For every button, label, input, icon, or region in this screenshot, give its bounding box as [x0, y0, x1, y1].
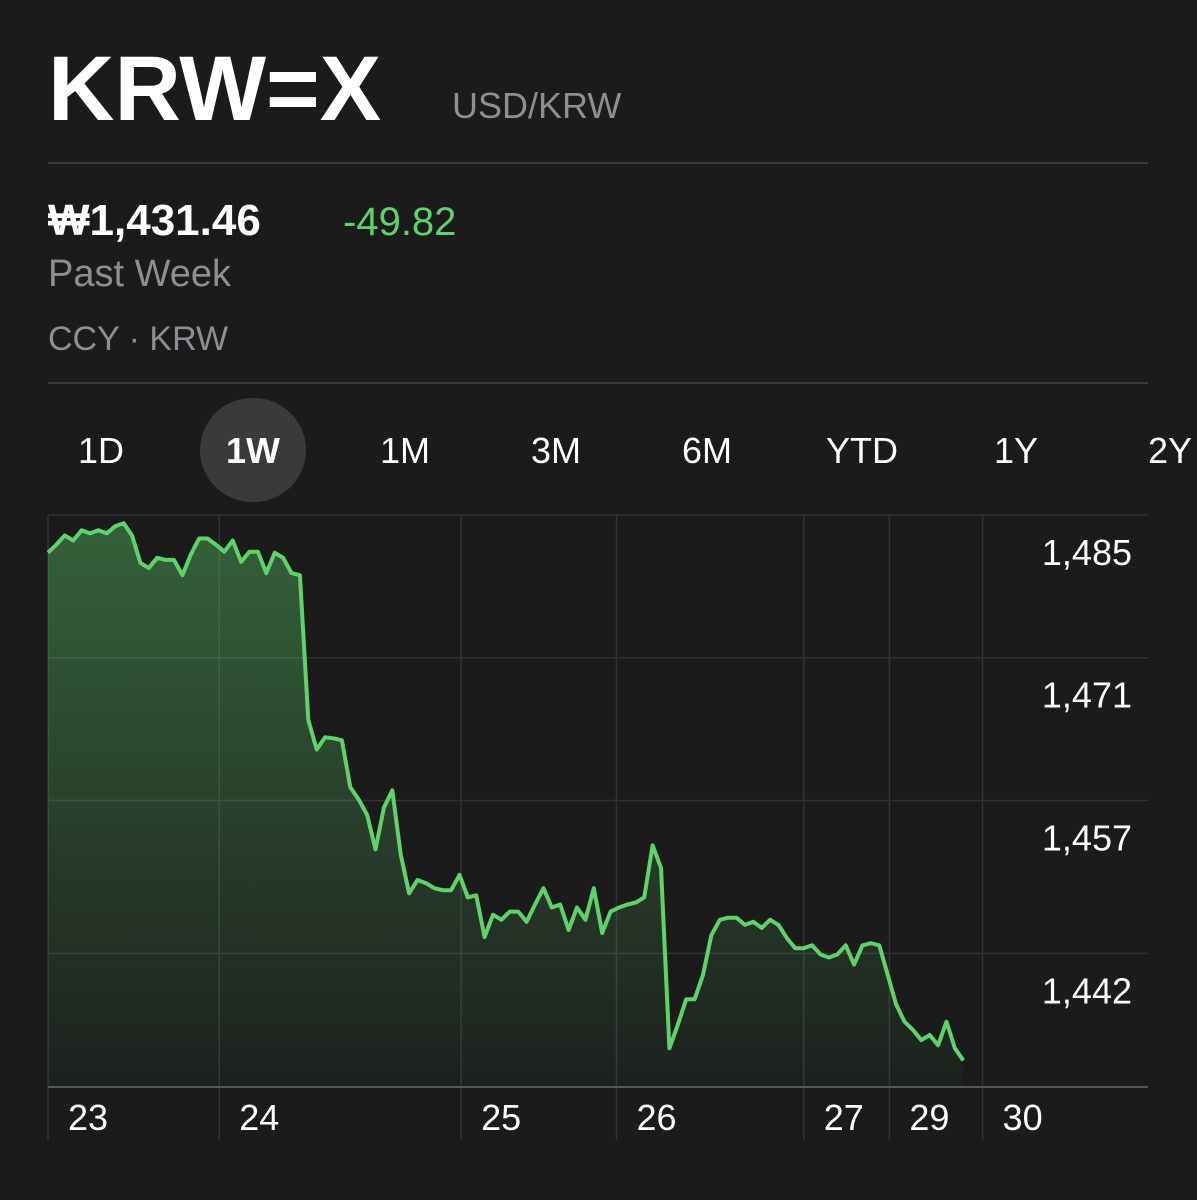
x-tick-label: 24 — [239, 1097, 279, 1138]
range-tab[interactable]: 1Y — [994, 430, 1038, 471]
range-tab[interactable]: 2Y — [1148, 430, 1192, 471]
range-tab[interactable]: 1W — [226, 430, 280, 471]
x-tick-label: 27 — [824, 1097, 864, 1138]
y-tick-label: 1,471 — [1042, 675, 1132, 716]
x-tick-label: 29 — [909, 1097, 949, 1138]
change: -49.82 — [343, 200, 456, 244]
y-tick-label: 1,442 — [1042, 970, 1132, 1011]
instrument-name: USD/KRW — [452, 85, 621, 126]
range-tab[interactable]: 6M — [682, 430, 732, 471]
range-tab[interactable]: 1D — [78, 430, 124, 471]
chart: 1,485 1,471 1,457 1,442 23 24 25 26 27 29 30 — [46, 514, 1148, 1140]
price-line — [46, 521, 965, 1062]
y-tick-label: 1,457 — [1042, 817, 1132, 858]
exchange: CCY · KRW — [48, 320, 228, 358]
price: ₩1,431.46 — [48, 196, 261, 245]
period: Past Week — [48, 253, 232, 295]
range-tabs: 1D 1W 1M 3M 6M YTD 1Y 2Y — [78, 398, 1192, 502]
x-tick-label: 23 — [68, 1097, 108, 1138]
x-tick-label: 25 — [481, 1097, 521, 1138]
range-tab[interactable]: YTD — [826, 430, 898, 471]
selected-tab-bg — [200, 398, 306, 502]
area — [48, 523, 964, 1087]
symbol: KRW=X — [48, 38, 381, 140]
x-tick-label: 26 — [636, 1097, 676, 1138]
range-tab[interactable]: 1M — [380, 430, 430, 471]
range-tab[interactable]: 3M — [531, 430, 581, 471]
x-tick-label: 30 — [1003, 1097, 1043, 1138]
y-tick-label: 1,485 — [1042, 532, 1132, 573]
